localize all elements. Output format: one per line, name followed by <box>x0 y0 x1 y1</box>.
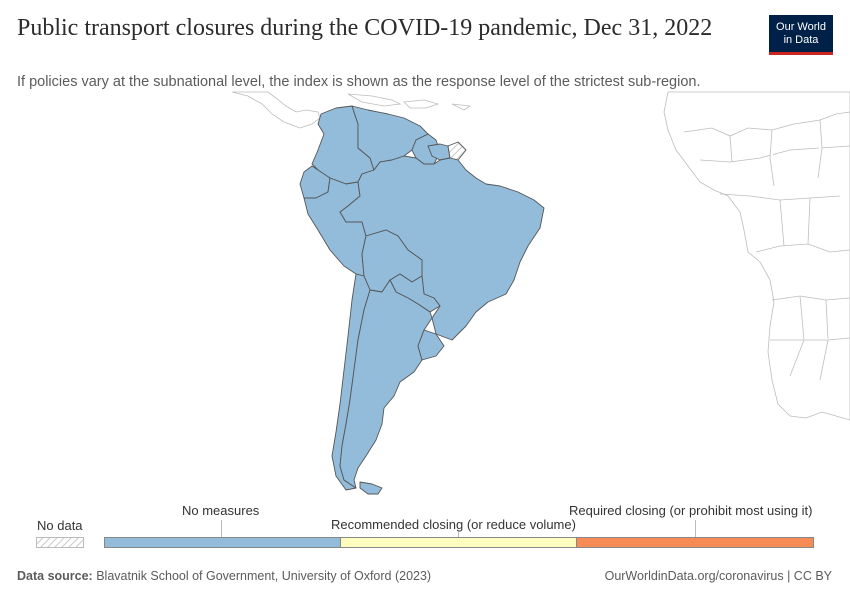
footer-link[interactable]: OurWorldinData.org/coronavirus | CC BY <box>604 569 832 583</box>
legend-swatch-required[interactable] <box>576 537 814 548</box>
legend-tick-1 <box>458 532 459 537</box>
africa-outline[interactable] <box>663 91 850 421</box>
legend-tick-0 <box>221 520 222 537</box>
data-source: Data source: Blavatnik School of Governm… <box>17 569 431 583</box>
logo-line-1: Our World <box>776 20 826 33</box>
logo-line-2: in Data <box>783 33 819 46</box>
french-guiana[interactable] <box>447 141 467 161</box>
uruguay[interactable] <box>417 329 445 361</box>
owid-logo[interactable]: Our World in Data <box>769 15 833 55</box>
legend-swatch-no-measures[interactable] <box>104 537 341 548</box>
brazil[interactable] <box>339 155 545 341</box>
south-america[interactable] <box>299 105 545 495</box>
legend-label-no-measures: No measures <box>182 503 260 518</box>
data-source-text: Blavatnik School of Government, Universi… <box>96 569 432 583</box>
legend-label-required: Required closing (or prohibit most using… <box>569 503 813 518</box>
venezuela[interactable] <box>351 105 429 171</box>
argentina[interactable] <box>339 279 433 489</box>
legend-tick-2 <box>695 520 696 537</box>
legend-no-data-swatch[interactable] <box>36 537 84 548</box>
world-map[interactable] <box>0 90 850 500</box>
chart-subtitle: If policies vary at the subnational leve… <box>17 74 701 90</box>
legend-no-data-label: No data <box>37 518 83 533</box>
chart-title: Public transport closures during the COV… <box>17 15 713 41</box>
legend-label-recommended: Recommended closing (or reduce volume) <box>331 517 576 532</box>
data-source-label: Data source: <box>17 569 93 583</box>
legend-swatch-recommended[interactable] <box>340 537 577 548</box>
tierra-del-fuego[interactable] <box>359 481 383 495</box>
